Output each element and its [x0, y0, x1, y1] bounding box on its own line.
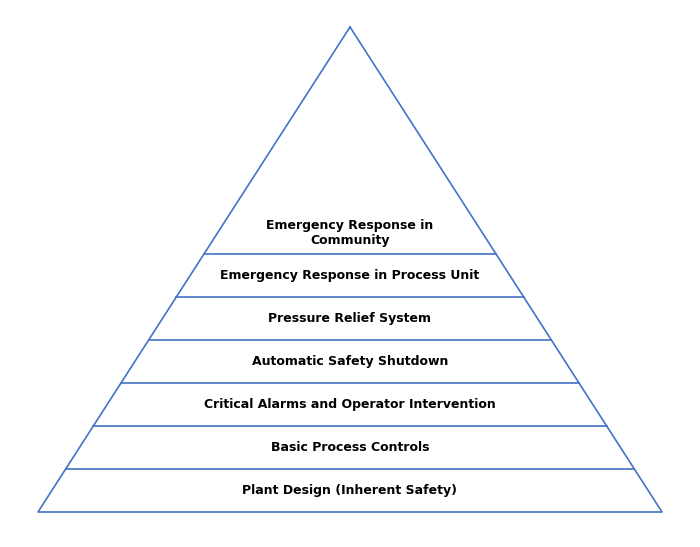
- Text: Emergency Response in Process Unit: Emergency Response in Process Unit: [220, 269, 480, 282]
- Text: Basic Process Controls: Basic Process Controls: [271, 441, 429, 454]
- Text: Automatic Safety Shutdown: Automatic Safety Shutdown: [252, 355, 448, 368]
- Polygon shape: [38, 27, 662, 512]
- Text: Emergency Response in
Community: Emergency Response in Community: [267, 219, 433, 247]
- Text: Plant Design (Inherent Safety): Plant Design (Inherent Safety): [242, 484, 458, 497]
- Text: Critical Alarms and Operator Intervention: Critical Alarms and Operator Interventio…: [204, 398, 496, 411]
- Text: Pressure Relief System: Pressure Relief System: [269, 312, 431, 325]
